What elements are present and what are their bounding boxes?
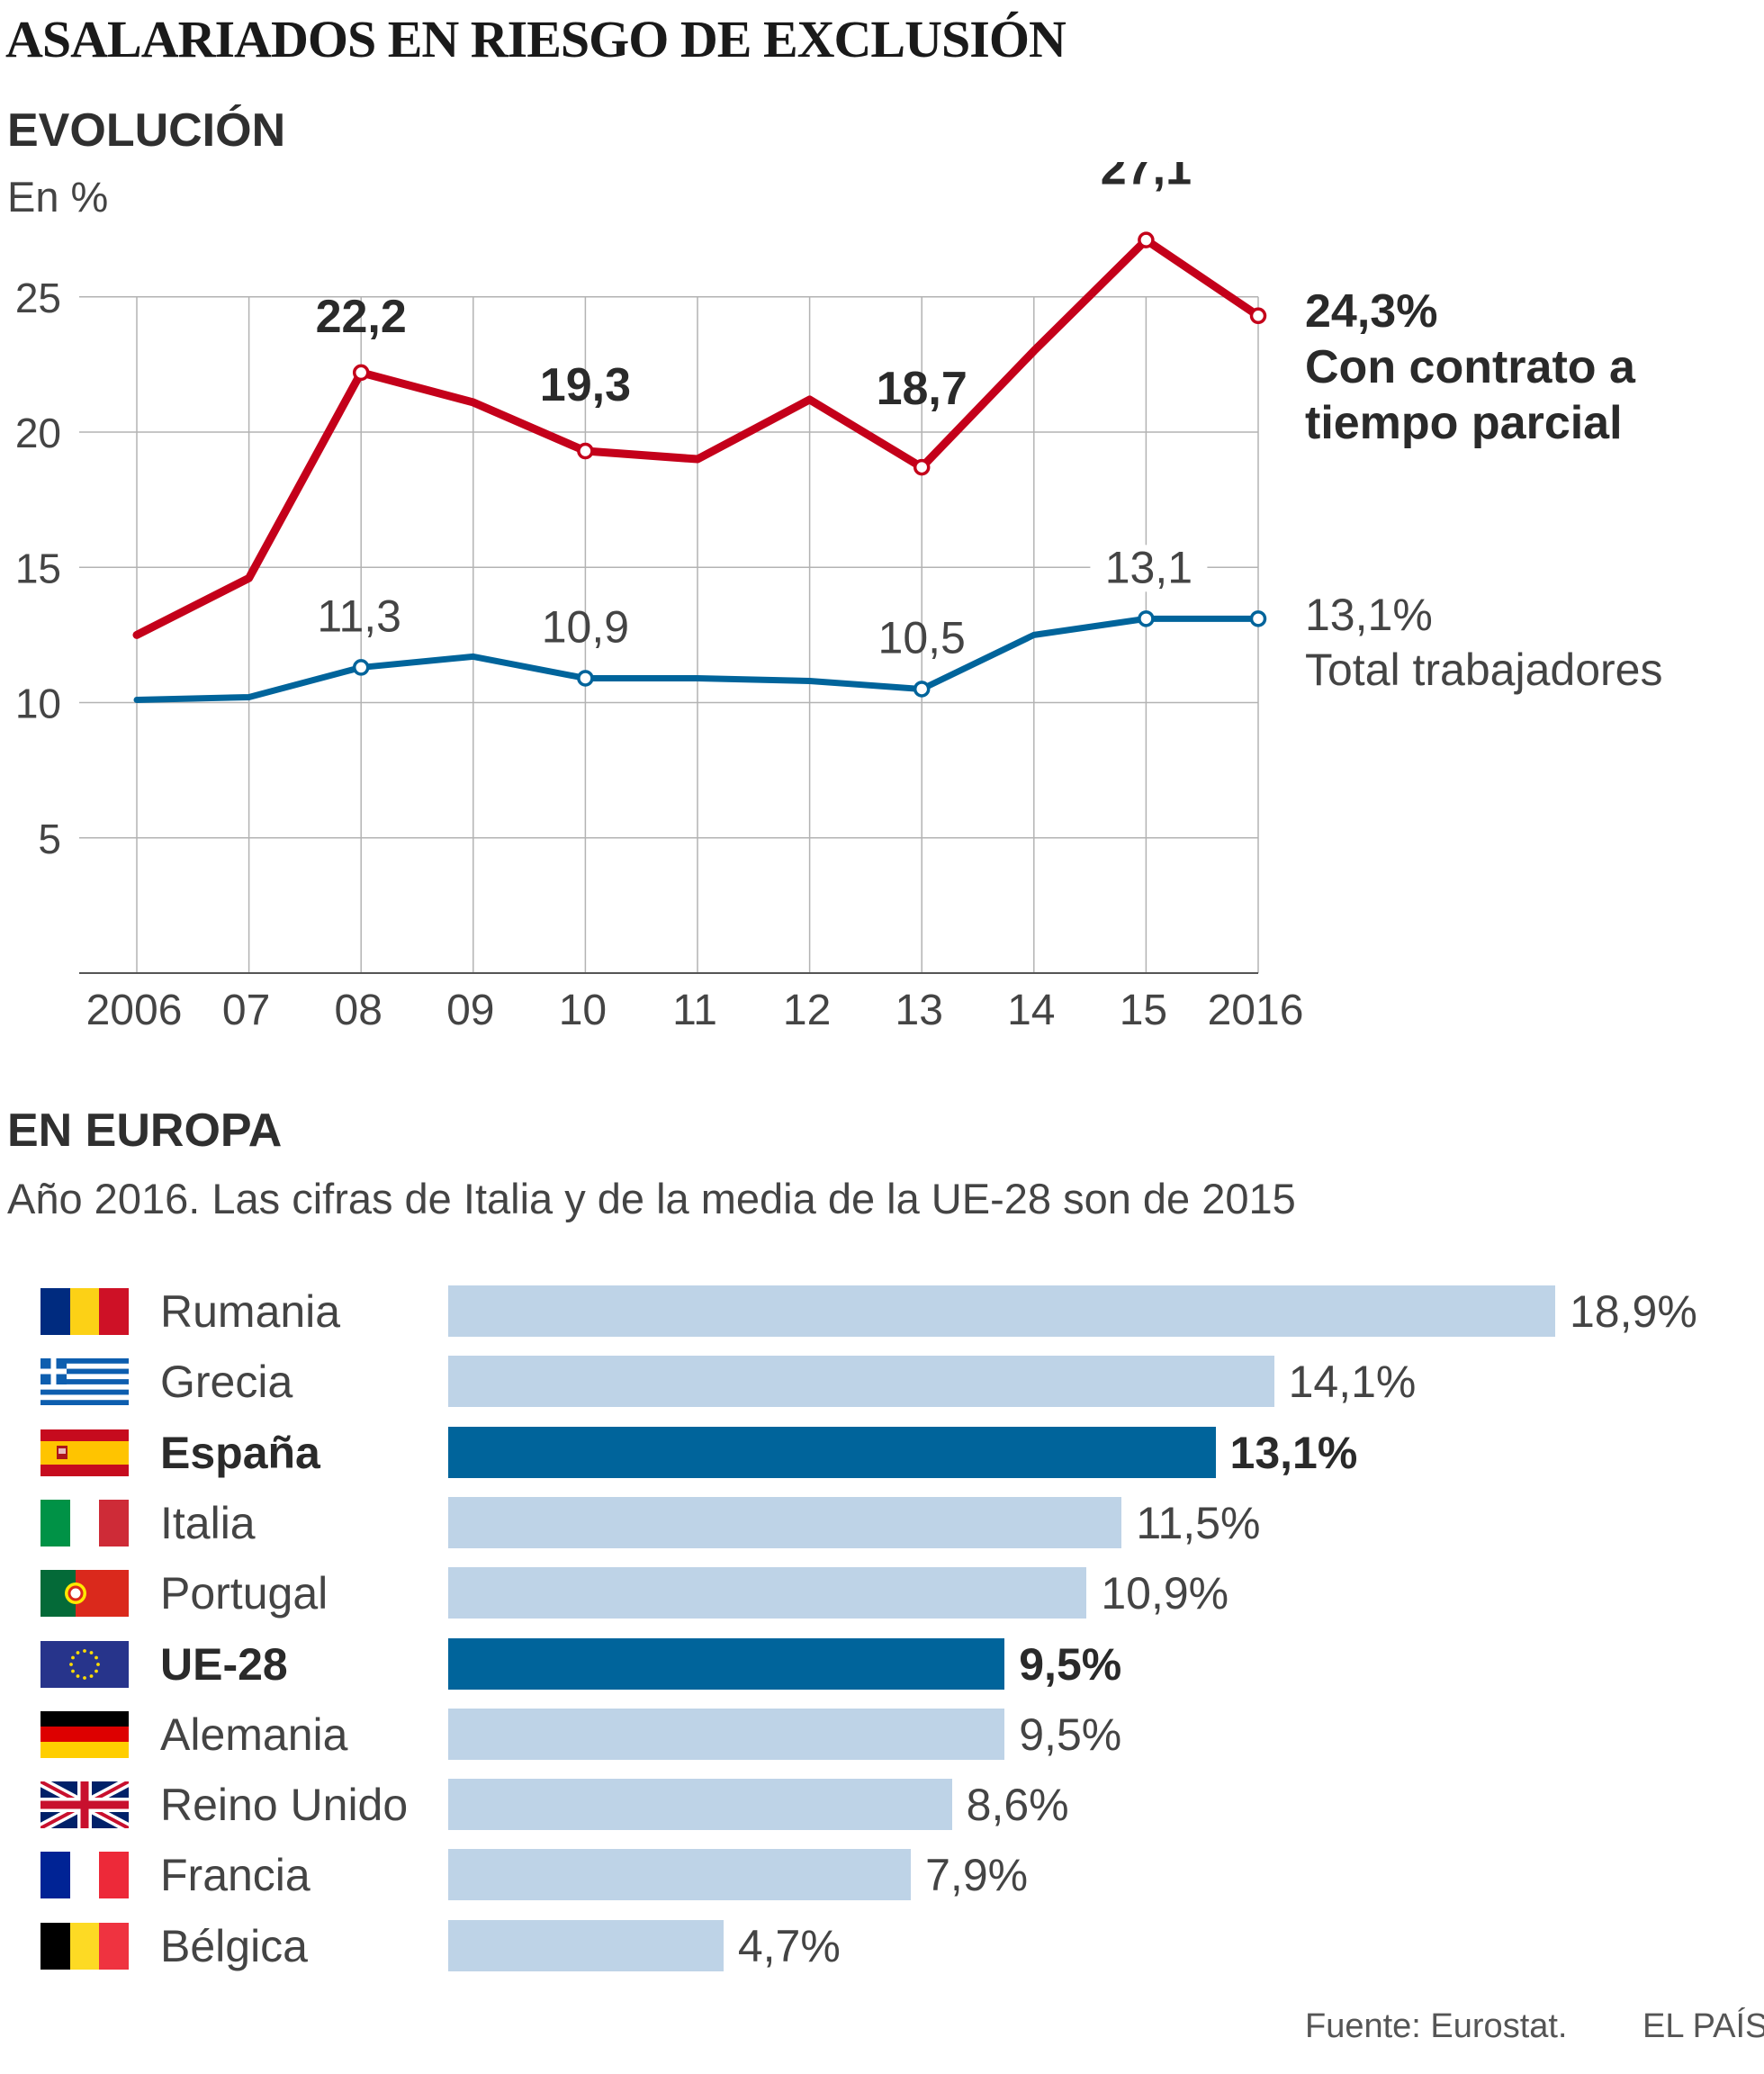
bar [448, 1779, 952, 1831]
country-label: Portugal [160, 1568, 328, 1619]
bar-value-label: 4,7% [737, 1920, 841, 1971]
source-note: Fuente: Eurostat. [1305, 2007, 1568, 2045]
bar-value-label: 18,9% [1570, 1286, 1697, 1337]
x-tick-label: 14 [1007, 987, 1055, 1034]
brand-logo: EL PAÍS [1642, 2007, 1764, 2045]
x-tick-label: 12 [783, 987, 831, 1034]
series-name: tiempo parcial [1305, 397, 1623, 449]
series-total: 11,3 10,9 10,5 13,1 13,1%Total trabajadores [133, 542, 1662, 703]
country-label: Italia [160, 1497, 256, 1548]
x-tick-label: 13 [896, 987, 943, 1034]
bar [448, 1919, 724, 1971]
bar-value-label: 13,1% [1229, 1427, 1358, 1478]
data-label: 13,1 [1105, 542, 1192, 592]
bar [448, 1567, 1087, 1619]
flag-france-icon [40, 1852, 129, 1899]
data-point [1138, 231, 1155, 248]
x-tick-label: 2006 [86, 987, 183, 1034]
data-label: 10,9 [542, 601, 629, 652]
series-end-value: 24,3% [1305, 285, 1437, 338]
series-name: Total trabajadores [1305, 645, 1662, 695]
flag-spain-icon [40, 1429, 129, 1476]
bar [448, 1496, 1122, 1548]
series-line [133, 615, 1262, 703]
data-point [1249, 610, 1267, 627]
x-tick-label: 10 [559, 987, 607, 1034]
grid [79, 296, 1259, 973]
bar-value-label: 9,5% [1019, 1709, 1122, 1760]
bar [448, 1426, 1216, 1478]
bar-value-label: 8,6% [966, 1780, 1069, 1831]
bar [448, 1356, 1274, 1408]
flag-romania-icon [40, 1288, 129, 1335]
bar-section-subtitle: Año 2016. Las cifras de Italia y de la m… [7, 1175, 1296, 1222]
bar-value-label: 11,5% [1136, 1497, 1261, 1548]
series-line [132, 236, 1263, 639]
data-label: 10,5 [878, 612, 966, 663]
x-tick-label: 2016 [1208, 987, 1304, 1034]
bar [448, 1708, 1005, 1760]
x-tick-label: 11 [672, 987, 717, 1034]
x-tick-label: 08 [335, 987, 382, 1034]
y-tick-label: 15 [15, 545, 61, 591]
data-point [577, 442, 594, 460]
data-label: 27,1 [1101, 162, 1192, 195]
y-tick-label: 5 [38, 816, 61, 862]
flag-germany-icon [40, 1710, 129, 1758]
line-section-title: EVOLUCIÓN [7, 104, 286, 157]
chart-title: ASALARIADOS EN RIESGO DE EXCLUSIÓN [5, 10, 1066, 68]
data-point [913, 458, 931, 476]
country-label: Francia [160, 1850, 310, 1901]
flag-uk-icon [40, 1781, 129, 1829]
y-tick-label: 20 [15, 410, 61, 456]
y-tick-label: 10 [15, 681, 61, 727]
flag-greece-icon [40, 1358, 129, 1406]
flag-italy-icon [40, 1499, 129, 1546]
bar [448, 1285, 1555, 1337]
bar-value-label: 7,9% [925, 1850, 1029, 1901]
flag-eu-icon [40, 1640, 129, 1688]
bar [448, 1637, 1005, 1690]
label-backdrop [1090, 545, 1208, 592]
bar-value-label: 14,1% [1288, 1357, 1417, 1408]
country-label: Bélgica [160, 1920, 308, 1971]
x-tick-label: 09 [446, 987, 494, 1034]
x-tick-label: 07 [222, 987, 270, 1034]
bar-value-label: 9,5% [1019, 1638, 1122, 1690]
line-chart: En % 5 10 15 20 25 2006 07 08 09 10 11 12 13 14 15 2016 2… [7, 162, 1662, 1034]
country-label: Grecia [160, 1357, 293, 1408]
series-end-value: 13,1% [1305, 590, 1433, 640]
data-point [1249, 307, 1267, 325]
country-label: Alemania [160, 1709, 348, 1760]
y-axis-unit: En % [7, 173, 108, 221]
series-part-time: 22,2 19,3 18,7 27,1 24,3%Con contrato atiemp… [132, 162, 1636, 639]
country-label: España [160, 1427, 320, 1478]
country-label: UE-28 [160, 1638, 288, 1690]
x-tick-label: 15 [1120, 987, 1167, 1034]
data-point [352, 364, 370, 382]
data-point [1138, 610, 1155, 627]
data-label: 22,2 [316, 291, 407, 343]
data-point [352, 659, 370, 676]
data-point [577, 670, 594, 687]
data-label: 11,3 [317, 591, 401, 641]
series-name: Con contrato a [1305, 341, 1636, 393]
flag-belgium-icon [40, 1922, 129, 1970]
flag-portugal-icon [40, 1570, 129, 1618]
data-label: 19,3 [540, 359, 631, 411]
bar-section-title: EN EUROPA [7, 1105, 283, 1157]
bar [448, 1849, 912, 1901]
country-label: Rumania [160, 1286, 341, 1337]
data-point [913, 681, 931, 698]
country-label: Reino Unido [160, 1780, 409, 1831]
bar-value-label: 10,9% [1101, 1568, 1229, 1619]
data-label: 18,7 [877, 363, 968, 415]
y-tick-label: 25 [15, 275, 61, 321]
